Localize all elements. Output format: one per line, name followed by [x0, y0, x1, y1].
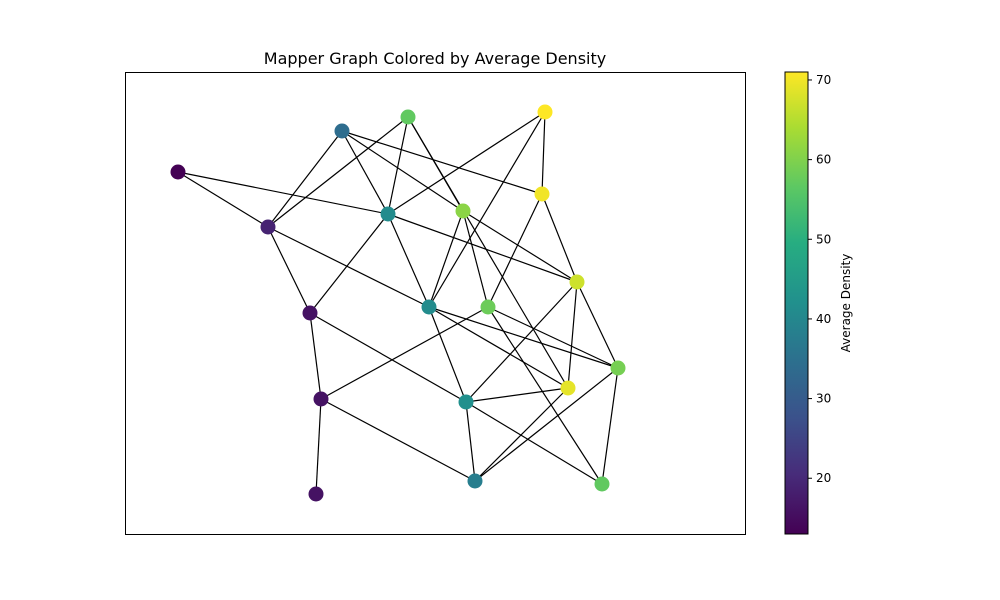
graph-edge: [309, 312, 467, 403]
graph-edge: [315, 398, 322, 495]
graph-node: [260, 219, 276, 235]
chart-title: Mapper Graph Colored by Average Density: [264, 49, 606, 68]
graph-edge: [465, 387, 569, 403]
graph-edge: [474, 367, 619, 482]
graph-edge: [320, 398, 476, 482]
colorbar-tick-label: 20: [816, 471, 831, 485]
graph-node: [421, 299, 437, 315]
colorbar-gradient: [784, 71, 809, 535]
graph-node: [537, 104, 553, 120]
graph-edge: [465, 281, 578, 403]
graph-node: [170, 164, 186, 180]
graph-edge: [567, 281, 578, 389]
graph-edge: [267, 116, 409, 228]
graph-node: [313, 391, 329, 407]
graph-node: [560, 380, 576, 396]
graph-edge: [267, 130, 343, 228]
colorbar-tick-label: 30: [816, 392, 831, 406]
graph-edge: [387, 213, 578, 283]
graph-node: [480, 299, 496, 315]
graph-node: [380, 206, 396, 222]
graph-edge: [465, 401, 603, 485]
graph-edge: [428, 306, 467, 403]
graph-edge: [474, 387, 569, 482]
colorbar-tick-label: 50: [816, 232, 831, 246]
graph-edge: [465, 401, 476, 482]
graph-edge: [428, 306, 619, 369]
graph-edge: [267, 226, 311, 314]
graph-edge: [428, 306, 569, 389]
graph-edges: [177, 111, 619, 495]
graph-node: [308, 486, 324, 502]
graph-edge: [387, 213, 430, 308]
graph-edge: [320, 306, 489, 400]
graph-node: [400, 109, 416, 125]
colorbar-tick-label: 70: [816, 73, 831, 87]
colorbar-label: Average Density: [839, 254, 853, 353]
graph-edge: [462, 210, 578, 283]
graph-edge: [462, 210, 489, 308]
colorbar-ticks: 20 30 40 50 60 70: [808, 73, 831, 485]
graph-node: [334, 123, 350, 139]
graph-edge: [341, 130, 464, 212]
graph-node: [594, 476, 610, 492]
graph-edge: [601, 367, 619, 485]
graph-edge: [428, 210, 464, 308]
graph-node: [610, 360, 626, 376]
graph-edge: [487, 193, 543, 308]
graph-edge: [341, 130, 389, 215]
graph-edge: [177, 171, 389, 215]
graph-edge: [487, 306, 619, 369]
graph-edge: [541, 193, 578, 283]
graph-edge: [487, 306, 603, 485]
graph-edge: [341, 130, 543, 195]
graph-node: [467, 473, 483, 489]
graph-edge: [576, 281, 619, 369]
graph-edge: [541, 111, 546, 195]
graph-node: [534, 186, 550, 202]
colorbar: 20 30 40 50 60 70 Average Density: [784, 71, 853, 535]
colorbar-tick-label: 60: [816, 153, 831, 167]
colorbar-tick-label: 40: [816, 312, 831, 326]
graph-edge: [177, 171, 269, 228]
graph-node: [569, 274, 585, 290]
graph-edge: [267, 226, 430, 308]
graph-edge: [387, 111, 546, 215]
graph-node: [302, 305, 318, 321]
graph-edge: [309, 213, 389, 314]
graph-node: [458, 394, 474, 410]
graph-nodes: [170, 104, 626, 502]
graph-edge: [428, 111, 546, 308]
graph-edge: [309, 312, 322, 400]
graph-node: [455, 203, 471, 219]
graph-edge: [387, 116, 409, 215]
